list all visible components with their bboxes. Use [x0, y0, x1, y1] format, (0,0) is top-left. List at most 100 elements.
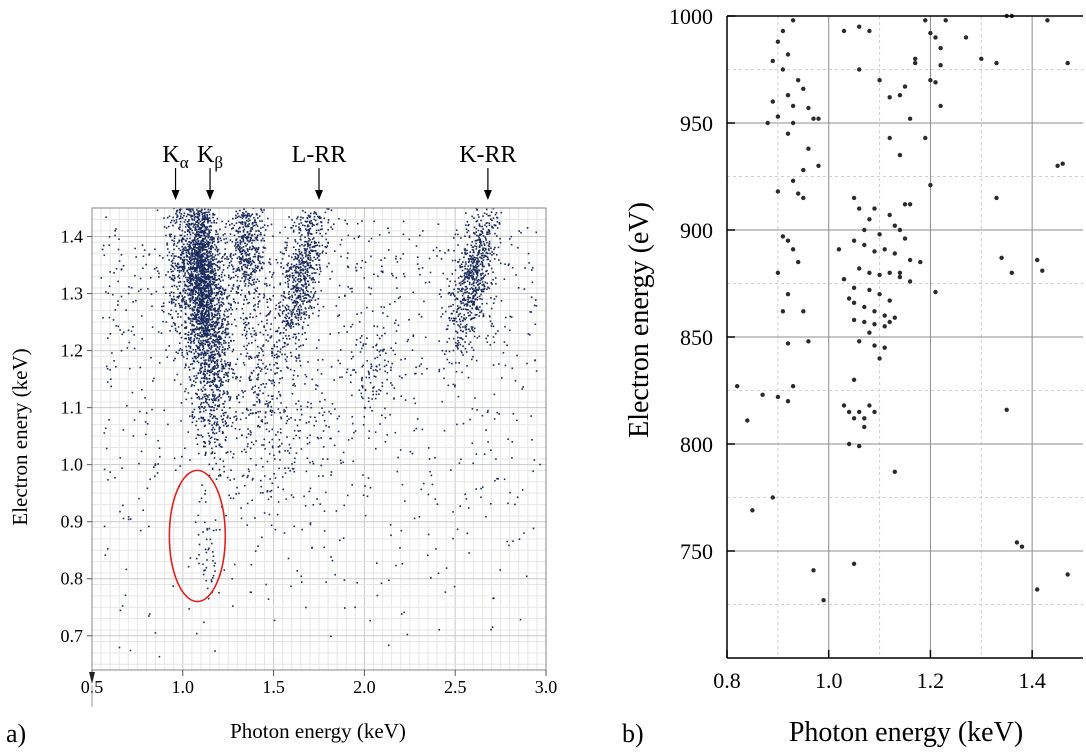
data-point	[221, 418, 223, 421]
data-point	[302, 262, 304, 264]
data-point	[213, 316, 216, 318]
data-point	[208, 213, 211, 216]
data-point	[203, 277, 206, 280]
data-point	[184, 303, 187, 305]
data-point	[213, 263, 216, 265]
data-point	[250, 273, 253, 276]
data-point	[202, 237, 204, 240]
data-point	[199, 270, 201, 272]
data-point	[276, 356, 279, 358]
data-point	[238, 261, 241, 263]
data-point	[185, 240, 187, 242]
data-point	[301, 413, 303, 416]
data-point	[262, 246, 265, 248]
data-point	[270, 336, 273, 338]
data-point	[204, 424, 206, 427]
data-point	[190, 210, 192, 213]
data-point	[208, 341, 210, 343]
data-point	[181, 354, 183, 357]
data-point	[207, 252, 209, 255]
data-point	[330, 226, 332, 228]
data-point	[474, 327, 476, 330]
data-point	[211, 318, 214, 321]
data-point	[190, 242, 193, 244]
data-point	[222, 289, 225, 291]
data-point	[188, 219, 190, 221]
data-point	[489, 218, 492, 220]
data-point	[246, 298, 248, 301]
data-point	[204, 305, 207, 308]
data-point	[301, 284, 303, 286]
data-point	[220, 415, 223, 417]
data-point	[284, 472, 287, 474]
data-point	[204, 296, 206, 298]
data-point	[304, 307, 307, 309]
data-point	[266, 319, 268, 321]
data-point	[475, 245, 478, 248]
data-point	[212, 368, 214, 370]
data-point	[316, 254, 318, 256]
data-point	[182, 299, 185, 301]
data-point	[202, 563, 204, 566]
data-point	[206, 334, 208, 336]
data-point	[264, 367, 266, 369]
data-point	[207, 283, 210, 285]
data-point	[189, 233, 192, 236]
data-point	[255, 230, 257, 232]
data-point	[294, 240, 297, 243]
data-point	[316, 268, 319, 271]
data-point	[470, 293, 472, 295]
data-point	[279, 306, 281, 308]
data-point	[203, 305, 205, 308]
data-point	[198, 407, 201, 410]
data-point	[239, 209, 241, 212]
data-point	[215, 258, 218, 260]
data-point	[299, 280, 301, 283]
data-point	[300, 305, 302, 308]
data-point	[179, 215, 182, 217]
data-point	[287, 308, 290, 310]
data-point	[193, 224, 196, 226]
data-point	[468, 328, 470, 330]
data-point	[212, 383, 215, 385]
data-point	[192, 258, 195, 260]
data-point	[470, 255, 473, 258]
data-point	[240, 353, 242, 355]
data-point	[220, 285, 222, 288]
data-point	[491, 225, 493, 228]
data-point	[199, 266, 201, 269]
data-point	[315, 420, 317, 422]
data-point	[215, 333, 217, 336]
data-point	[322, 446, 325, 448]
data-point	[256, 396, 258, 399]
data-point	[228, 294, 231, 297]
data-point	[205, 451, 207, 454]
data-point	[209, 281, 211, 284]
data-point	[205, 260, 207, 262]
data-point	[208, 365, 210, 368]
data-point	[189, 345, 192, 348]
data-point	[236, 376, 239, 379]
data-point	[194, 304, 197, 306]
data-point	[275, 304, 278, 307]
data-point	[381, 414, 383, 417]
data-point	[195, 424, 197, 427]
data-point	[275, 353, 278, 356]
data-point	[298, 357, 300, 359]
data-point	[285, 360, 288, 363]
data-point	[330, 412, 332, 415]
data-point	[204, 501, 207, 503]
data-point	[292, 378, 294, 381]
data-point	[488, 245, 491, 248]
data-point	[299, 229, 302, 232]
data-point	[371, 398, 373, 400]
data-point	[296, 265, 298, 268]
data-point	[471, 346, 473, 349]
data-point	[322, 475, 324, 477]
data-point	[200, 231, 203, 234]
data-point	[300, 448, 303, 450]
data-point	[471, 274, 473, 277]
data-point	[297, 295, 299, 298]
data-point	[306, 269, 308, 272]
data-point	[292, 281, 294, 283]
